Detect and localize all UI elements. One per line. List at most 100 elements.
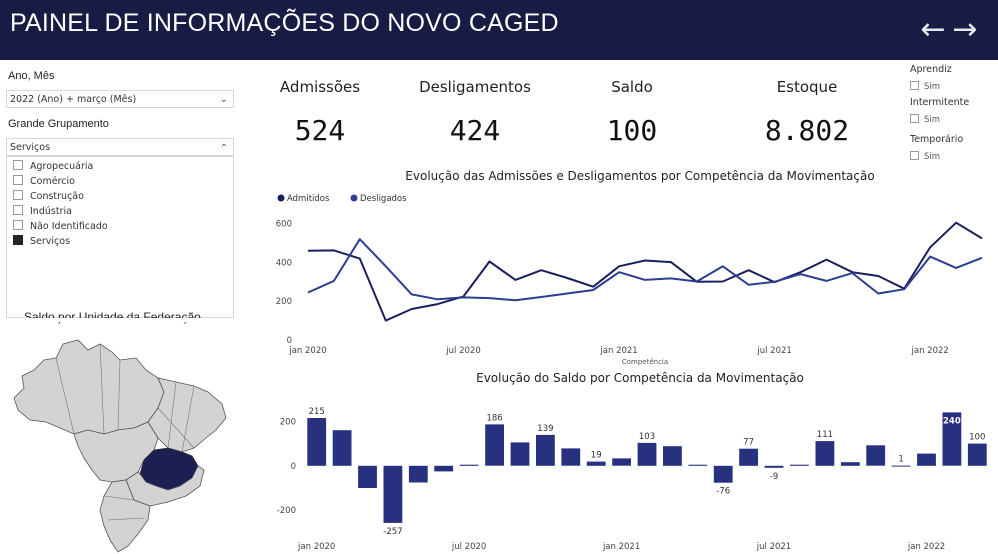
bar-data-label: 111 — [817, 430, 833, 440]
line-y-tick: 200 — [276, 297, 292, 307]
checkbox-icon[interactable] — [910, 114, 919, 123]
checkbox-icon[interactable] — [13, 160, 23, 170]
line-y-tick: 0 — [287, 336, 292, 346]
option-industria[interactable]: Indústria — [13, 205, 72, 219]
legend-marker-admitidos — [277, 194, 285, 202]
saldo-bar — [383, 465, 403, 523]
saldo-bar — [510, 442, 530, 466]
kpi-desligamentos-label: Desligamentos — [419, 78, 531, 96]
bar-x-tick: jan 2022 — [907, 542, 945, 552]
bar-data-label: 139 — [537, 424, 553, 434]
saldo-bar — [917, 453, 936, 466]
period-dropdown-value: 2022 (Ano) + março (Mês) — [10, 94, 137, 105]
checkbox-icon[interactable] — [13, 175, 23, 185]
bar-data-label: -76 — [716, 487, 730, 497]
bar-y-tick: -200 — [277, 506, 296, 516]
series-line-desligados — [307, 238, 983, 302]
map-region-northeast[interactable] — [147, 377, 227, 453]
line-x-tick: jul 2020 — [445, 346, 480, 356]
saldo-bar — [586, 461, 606, 466]
saldo-bar — [459, 464, 479, 466]
bar-data-label: 240 — [943, 416, 961, 426]
option-servicos[interactable]: Serviços — [13, 235, 70, 249]
saldo-bar — [637, 442, 657, 466]
group-dropdown-value: Serviços — [10, 142, 51, 153]
aprendiz-label: Aprendiz — [910, 64, 952, 75]
kpi-admissoes-value: 524 — [294, 114, 346, 147]
group-dropdown[interactable]: Serviços ⌃ — [6, 138, 234, 156]
saldo-bar — [408, 465, 428, 483]
saldo-bar — [434, 465, 454, 472]
map-region-southeast[interactable] — [125, 465, 205, 507]
saldo-bar — [536, 434, 555, 466]
option-agropecuaria[interactable]: Agropecuária — [13, 160, 93, 174]
saldo-bar — [967, 443, 987, 466]
kpi-saldo-label: Saldo — [611, 78, 653, 96]
option-construcao[interactable]: Construção — [13, 190, 84, 204]
saldo-bar — [663, 446, 682, 466]
temporario-option[interactable]: Sim — [910, 151, 940, 162]
saldo-bar — [688, 464, 708, 466]
bar-data-label: 215 — [309, 407, 325, 417]
line-x-tick: jan 2021 — [599, 346, 637, 356]
bar-data-label: 19 — [591, 451, 602, 461]
group-filter-label: Grande Grupamento — [8, 118, 109, 130]
saldo-bar — [713, 465, 733, 483]
chevron-up-icon[interactable]: ⌃ — [219, 143, 228, 154]
intermitente-label: Intermitente — [910, 97, 970, 108]
saldo-bar — [790, 464, 809, 466]
bar-chart: -2000200215-25718613919103-7677-91111240… — [277, 407, 987, 552]
bar-y-tick: 0 — [291, 462, 296, 472]
option-comercio[interactable]: Comércio — [13, 175, 75, 189]
aprendiz-option[interactable]: Sim — [910, 81, 940, 92]
line-y-tick: 600 — [276, 220, 292, 230]
header-bar: PAINEL DE INFORMAÇÕES DO NOVO CAGED ← → — [0, 0, 998, 60]
saldo-bar — [739, 448, 758, 466]
line-y-tick: 400 — [276, 258, 292, 268]
back-arrow-icon[interactable]: ← — [920, 12, 946, 47]
chevron-down-icon[interactable]: ⌄ — [219, 94, 228, 105]
saldo-bar — [358, 465, 377, 488]
kpi-admissoes-label: Admissões — [279, 78, 361, 96]
saldo-bar — [332, 430, 352, 466]
bar-x-tick: jan 2021 — [602, 542, 640, 552]
series-line-admitidos — [307, 221, 983, 322]
kpi-saldo-value: 100 — [606, 114, 658, 147]
line-chart: 0 200 400 600 jan 2020 jul 2020 jan 2021 jul 20… — [276, 194, 983, 366]
checkbox-icon[interactable] — [910, 151, 919, 160]
bar-x-tick: jan 2020 — [297, 542, 335, 552]
forward-arrow-icon[interactable]: → — [952, 12, 978, 47]
legend-label-admitidos: Admitidos — [287, 194, 330, 204]
saldo-bar — [840, 462, 860, 466]
bar-data-label: -257 — [383, 527, 402, 537]
option-nao-identificado[interactable]: Não Identificado — [13, 220, 108, 234]
bar-data-label: 186 — [486, 413, 502, 423]
bar-data-label: 103 — [639, 432, 655, 442]
group-options-list: Agropecuária Comércio Construção Indústr… — [6, 156, 234, 318]
period-dropdown[interactable]: 2022 (Ano) + março (Mês) ⌄ — [6, 90, 234, 108]
line-x-tick: jan 2020 — [288, 346, 326, 356]
line-chart-title: Evolução das Admissões e Desligamentos p… — [405, 169, 875, 183]
saldo-bar — [891, 465, 911, 467]
map-region-north[interactable] — [13, 339, 165, 435]
checkbox-icon[interactable] — [13, 190, 23, 200]
checkbox-checked-icon[interactable] — [13, 235, 23, 245]
kpi-estoque-value: 8.802 — [764, 114, 850, 147]
saldo-bar — [764, 465, 784, 468]
checkbox-icon[interactable] — [13, 205, 23, 215]
saldo-bar — [612, 458, 631, 466]
intermitente-option[interactable]: Sim — [910, 114, 940, 125]
checkbox-icon[interactable] — [13, 220, 23, 230]
saldo-bar — [815, 441, 835, 466]
bar-data-label: 100 — [969, 433, 985, 443]
bar-x-tick: jul 2021 — [756, 542, 791, 552]
kpi-desligamentos-value: 424 — [449, 114, 501, 147]
list-shadow — [6, 318, 234, 322]
saldo-bar — [561, 448, 581, 466]
bar-y-tick: 200 — [280, 417, 296, 427]
bar-data-label: -9 — [770, 472, 778, 482]
checkbox-icon[interactable] — [910, 81, 919, 90]
bar-data-label: 77 — [743, 438, 754, 448]
legend-label-desligados: Desligados — [360, 194, 407, 204]
line-x-axis-label: Competência — [622, 358, 668, 366]
